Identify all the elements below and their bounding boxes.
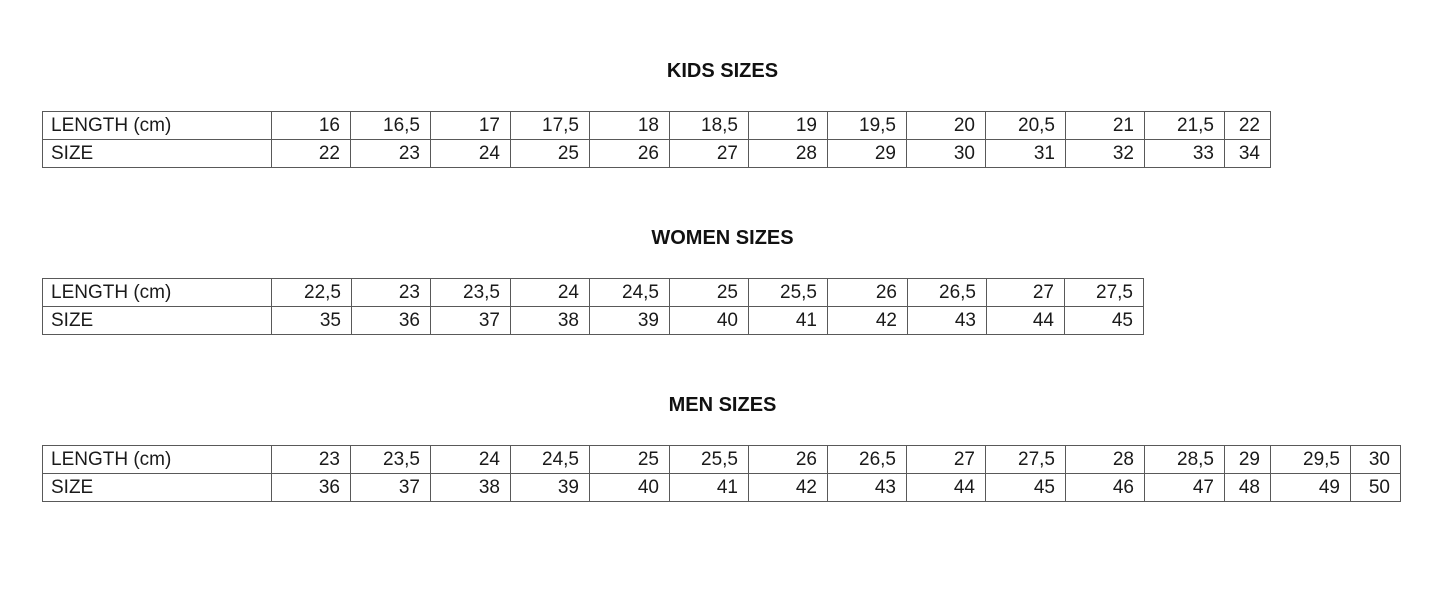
- women-sizes-table: LENGTH (cm) 22,5 23 23,5 24 24,5 25 25,5 26 26,5 2…: [42, 278, 1144, 335]
- size-cell: 49: [1270, 473, 1351, 502]
- size-cell: 27: [669, 139, 749, 168]
- size-cell: 26: [589, 139, 670, 168]
- size-cell: 28: [748, 139, 828, 168]
- size-cell: 48: [1224, 473, 1271, 502]
- size-cell: 37: [350, 473, 431, 502]
- size-cell: 39: [510, 473, 590, 502]
- size-cell: 23,5: [350, 445, 431, 474]
- size-cell: 34: [1224, 139, 1271, 168]
- size-cell: 46: [1065, 473, 1145, 502]
- size-cell: 39: [589, 306, 670, 335]
- size-cell: 42: [748, 473, 828, 502]
- size-cell: 25: [510, 139, 590, 168]
- size-cell: 17,5: [510, 111, 590, 140]
- size-cell: 18: [589, 111, 670, 140]
- row-label: SIZE: [42, 473, 272, 502]
- size-cell: 29: [827, 139, 907, 168]
- size-cell: 26: [748, 445, 828, 474]
- size-cell: 27,5: [1064, 278, 1144, 307]
- size-cell: 17: [430, 111, 511, 140]
- size-cell: 20,5: [985, 111, 1066, 140]
- size-cell: 23: [350, 139, 431, 168]
- size-cell: 24: [430, 139, 511, 168]
- size-cell: 19: [748, 111, 828, 140]
- size-cell: 24,5: [589, 278, 670, 307]
- size-cell: 45: [1064, 306, 1144, 335]
- size-cell: 41: [748, 306, 828, 335]
- size-cell: 43: [907, 306, 987, 335]
- size-cell: 47: [1144, 473, 1225, 502]
- size-cell: 26: [827, 278, 908, 307]
- size-cell: 24: [510, 278, 590, 307]
- size-cell: 19,5: [827, 111, 907, 140]
- kids-sizes-title: KIDS SIZES: [666, 60, 779, 82]
- size-cell: 43: [827, 473, 907, 502]
- size-cell: 29: [1224, 445, 1271, 474]
- table-row: SIZE 22 23 24 25 26 27 28 29 30 31 32 33 34: [42, 139, 1271, 168]
- size-cell: 22,5: [271, 278, 352, 307]
- table-row: SIZE 35 36 37 38 39 40 41 42 43 44 45: [42, 306, 1144, 335]
- size-cell: 37: [430, 306, 511, 335]
- row-label: LENGTH (cm): [42, 278, 272, 307]
- size-cell: 16,5: [350, 111, 431, 140]
- size-cell: 32: [1065, 139, 1145, 168]
- size-cell: 23: [271, 445, 351, 474]
- row-label: SIZE: [42, 139, 272, 168]
- size-cell: 44: [986, 306, 1065, 335]
- size-cell: 21,5: [1144, 111, 1225, 140]
- size-cell: 21: [1065, 111, 1145, 140]
- size-cell: 41: [669, 473, 749, 502]
- size-cell: 45: [985, 473, 1066, 502]
- size-cell: 42: [827, 306, 908, 335]
- size-cell: 31: [985, 139, 1066, 168]
- size-cell: 20: [906, 111, 986, 140]
- table-row: LENGTH (cm) 23 23,5 24 24,5 25 25,5 26 26,5 27 27,…: [42, 445, 1401, 474]
- size-cell: 50: [1350, 473, 1401, 502]
- men-sizes-table: LENGTH (cm) 23 23,5 24 24,5 25 25,5 26 26,5 27 27,…: [42, 445, 1401, 502]
- size-cell: 23: [351, 278, 431, 307]
- size-cell: 28,5: [1144, 445, 1225, 474]
- size-cell: 38: [510, 306, 590, 335]
- size-cell: 36: [271, 473, 351, 502]
- kids-sizes-table: LENGTH (cm) 16 16,5 17 17,5 18 18,5 19 19,5 20 20,…: [42, 111, 1271, 168]
- row-label: LENGTH (cm): [42, 111, 272, 140]
- size-cell: 16: [271, 111, 351, 140]
- size-cell: 25,5: [748, 278, 828, 307]
- size-cell: 33: [1144, 139, 1225, 168]
- size-cell: 24,5: [510, 445, 590, 474]
- size-cell: 23,5: [430, 278, 511, 307]
- row-label: LENGTH (cm): [42, 445, 272, 474]
- size-cell: 25: [669, 278, 749, 307]
- men-sizes-title: MEN SIZES: [668, 394, 777, 416]
- row-label: SIZE: [42, 306, 272, 335]
- size-cell: 26,5: [827, 445, 907, 474]
- size-cell: 40: [669, 306, 749, 335]
- size-cell: 25,5: [669, 445, 749, 474]
- size-cell: 38: [430, 473, 511, 502]
- size-cell: 40: [589, 473, 670, 502]
- size-cell: 27,5: [985, 445, 1066, 474]
- size-cell: 44: [906, 473, 986, 502]
- size-cell: 29,5: [1270, 445, 1351, 474]
- size-cell: 26,5: [907, 278, 987, 307]
- table-row: LENGTH (cm) 22,5 23 23,5 24 24,5 25 25,5 26 26,5 2…: [42, 278, 1144, 307]
- table-row: LENGTH (cm) 16 16,5 17 17,5 18 18,5 19 19,5 20 20,…: [42, 111, 1271, 140]
- size-cell: 30: [1350, 445, 1401, 474]
- table-row: SIZE 36 37 38 39 40 41 42 43 44 45 46 47 48 49 50: [42, 473, 1401, 502]
- size-cell: 27: [906, 445, 986, 474]
- size-cell: 18,5: [669, 111, 749, 140]
- size-cell: 25: [589, 445, 670, 474]
- size-cell: 27: [986, 278, 1065, 307]
- size-cell: 28: [1065, 445, 1145, 474]
- women-sizes-title: WOMEN SIZES: [651, 227, 794, 249]
- size-cell: 22: [1224, 111, 1271, 140]
- size-cell: 36: [351, 306, 431, 335]
- size-cell: 30: [906, 139, 986, 168]
- size-cell: 35: [271, 306, 352, 335]
- size-cell: 24: [430, 445, 511, 474]
- size-cell: 22: [271, 139, 351, 168]
